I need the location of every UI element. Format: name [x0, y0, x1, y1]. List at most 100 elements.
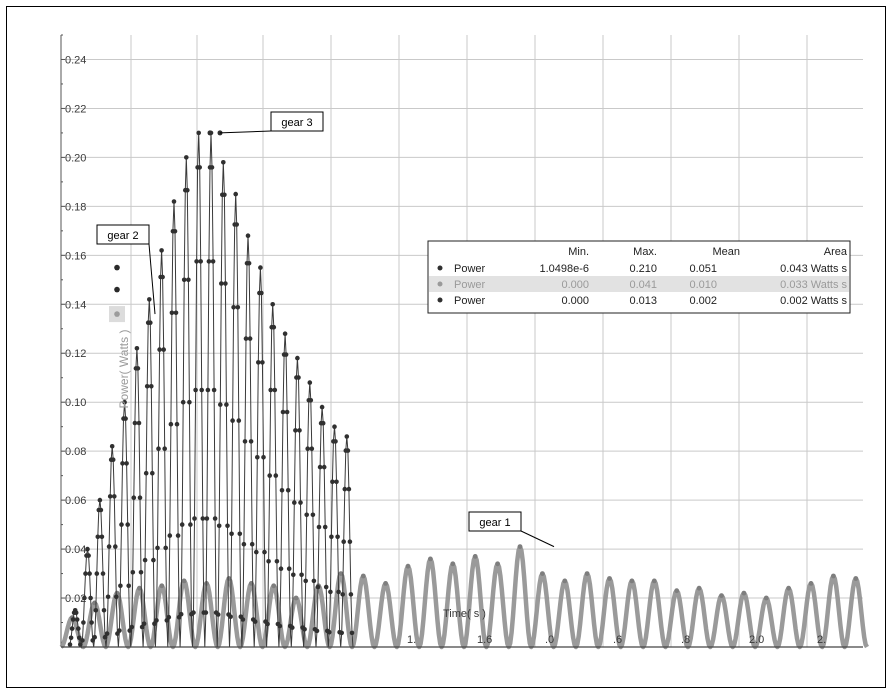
gear-3-point	[135, 366, 141, 371]
gear-1-peak-point	[562, 578, 568, 584]
gear-3-point	[154, 618, 159, 623]
gear-3-point	[272, 387, 278, 393]
gear-3-point	[150, 470, 155, 476]
gear-1-peak-point	[360, 573, 366, 579]
gear-3-point	[286, 566, 292, 571]
gear-3-point	[137, 495, 143, 501]
gear-3-point	[265, 621, 270, 627]
gear-3-point	[302, 627, 307, 632]
gear-3-point	[118, 583, 123, 589]
gear-3-point	[143, 470, 149, 476]
gear-3-point	[104, 631, 110, 636]
gear-3-point	[85, 546, 90, 552]
annotations: gear 3 gear 2 gear 1	[96, 111, 555, 548]
gear-3-point	[139, 624, 145, 630]
y-tick-label: 0.18	[65, 201, 86, 213]
annotation-box	[270, 111, 324, 132]
plot-area	[61, 35, 863, 647]
gear-3-point	[92, 634, 97, 640]
gear-3-point	[349, 630, 355, 636]
gear-3-point	[203, 610, 209, 615]
gear-3-point	[280, 409, 286, 415]
gear-3-point	[156, 446, 161, 452]
gear-3-point	[347, 539, 353, 544]
gear-3-point	[330, 479, 335, 485]
gear-1-peak-point	[495, 561, 500, 567]
gear-3-point	[216, 523, 222, 529]
gear-3-point	[83, 571, 88, 576]
gear-3-point	[259, 290, 264, 296]
gear-3-point	[218, 402, 223, 407]
gear-3-point	[307, 380, 313, 385]
gear-3-point	[332, 424, 337, 430]
gear-3-point	[109, 444, 115, 449]
gear-3-point	[78, 642, 83, 647]
gear-3-point	[334, 479, 339, 485]
gear-1-peak-point	[719, 593, 724, 598]
stats-row-mean: 0.010	[689, 279, 717, 291]
stats-row-label: Power	[454, 279, 486, 291]
y-tick-label: 0.10	[65, 397, 86, 409]
stats-row-mean: 0.002	[689, 295, 717, 307]
gear-3-point	[110, 457, 116, 463]
y-tick-label: 0.20	[65, 152, 86, 164]
gear-3-point	[136, 420, 142, 426]
gear-3-point	[233, 191, 238, 197]
x-tick-label: 1.6	[477, 634, 492, 646]
gear-3-point	[120, 461, 125, 466]
gear-3-point	[105, 594, 111, 600]
gear-3-point	[291, 572, 296, 578]
gear-3-point	[188, 522, 193, 527]
gear-3-point	[142, 557, 148, 563]
gear-3-point	[282, 331, 288, 337]
annotation-leader	[219, 130, 272, 134]
gear-3-point	[117, 628, 122, 633]
gear-3-point	[196, 130, 201, 136]
gear-1-peak-point	[181, 578, 187, 584]
gear-3-point	[342, 486, 348, 492]
gear-3-point	[256, 360, 261, 365]
gear-3-point	[314, 628, 320, 634]
stats-row-max: 0.210	[629, 263, 657, 275]
gear-1-peak-point	[786, 585, 791, 591]
gear-3-point	[100, 571, 106, 576]
gear-3-point	[245, 233, 251, 238]
gear-3-point	[242, 439, 248, 444]
y-tick-label: 0.02	[65, 593, 86, 605]
gear-3-point	[225, 523, 230, 529]
gear-1-peak-point	[405, 563, 411, 569]
gear-3-point	[144, 384, 150, 389]
gear-3-point	[191, 610, 196, 615]
stats-row-area: 0.033 Watts s	[780, 279, 847, 291]
stats-row-marker	[437, 265, 443, 271]
gear-3-point	[97, 497, 103, 503]
y-tick-label: 0.14	[65, 299, 86, 311]
gear-3-point	[268, 387, 274, 393]
gear-3-point	[317, 464, 323, 470]
gear-1-peak-point	[853, 576, 859, 581]
stats-row-min: 1.0498e-6	[539, 263, 589, 275]
gear-1-peak-point	[428, 556, 433, 562]
gear-3-point	[335, 534, 340, 540]
gear-2-point	[114, 311, 120, 317]
stats-header: Min.	[568, 246, 589, 258]
gear-3-point	[98, 507, 104, 513]
gear-3-point	[173, 310, 179, 316]
gear-1-peak-point	[831, 573, 836, 579]
gear-3-point	[237, 531, 243, 537]
gear-3-point	[297, 428, 302, 433]
stats-header: Max.	[633, 246, 657, 258]
gear-3-point	[119, 522, 124, 527]
gear-3-point	[277, 623, 283, 629]
gear-3-point	[184, 155, 189, 160]
gear-3-point	[236, 418, 242, 423]
gear-3-point	[122, 399, 127, 405]
stats-header: Mean	[712, 246, 740, 258]
gear-3-point	[311, 578, 317, 584]
gear-3-point	[223, 281, 228, 286]
gear-3-point	[221, 160, 226, 165]
annotation-label: gear 2	[107, 230, 138, 242]
gear-3-point	[295, 355, 300, 361]
annotation-box	[96, 224, 150, 245]
gear-3-point	[192, 516, 197, 521]
